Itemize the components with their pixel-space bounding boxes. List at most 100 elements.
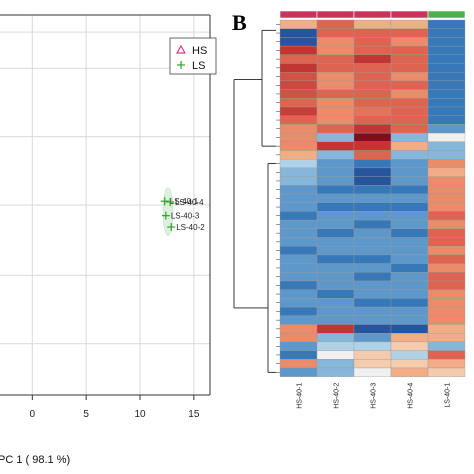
heatmap-cell: [353, 37, 392, 47]
heatmap-cell: [279, 211, 318, 221]
heatmap-cell: [427, 333, 466, 343]
heatmap-cell: [427, 124, 466, 134]
heatmap-cell: [279, 98, 318, 108]
heatmap-cell: [390, 45, 429, 55]
heatmap-cell: [316, 254, 355, 264]
heatmap-cell: [279, 115, 318, 125]
heatmap-cell: [353, 185, 392, 195]
heatmap-cell: [353, 219, 392, 229]
heatmap-cell: [427, 115, 466, 125]
heatmap-cell: [316, 176, 355, 186]
heatmap-cell: [353, 202, 392, 212]
heatmap-cell: [279, 219, 318, 229]
heatmap-cell: [316, 219, 355, 229]
heatmap-cell: [390, 228, 429, 238]
heatmap-cell: [279, 45, 318, 55]
heatmap-cell: [279, 246, 318, 256]
heatmap-cell: [427, 72, 466, 82]
heatmap-cell: [279, 324, 318, 334]
heatmap-cell: [390, 367, 429, 377]
heatmap-cell: [353, 298, 392, 308]
panel-letter-b: B: [232, 10, 247, 35]
x-tick-label: 15: [188, 409, 200, 420]
heatmap-cell: [279, 132, 318, 142]
heatmap-cell: [390, 237, 429, 247]
heatmap-cell: [353, 54, 392, 64]
legend-box: [169, 37, 217, 75]
heatmap-cell: [316, 167, 355, 177]
heatmap-cell: [316, 333, 355, 343]
heatmap-cell: [390, 63, 429, 73]
heatmap-cell: [316, 237, 355, 247]
heatmap-cell: [279, 124, 318, 134]
heatmap-cell: [316, 341, 355, 351]
heatmap-cell: [353, 176, 392, 186]
heatmap-cell: [279, 359, 318, 369]
heatmap-cell: [427, 89, 466, 99]
heatmap-cell: [427, 306, 466, 316]
heatmap-cell: [390, 219, 429, 229]
heatmap-cell: [353, 341, 392, 351]
heatmap-cell: [390, 272, 429, 282]
heatmap-cell: [427, 341, 466, 351]
heatmap-cell: [390, 315, 429, 325]
heatmap-cell: [279, 28, 318, 38]
heatmap-cell: [316, 280, 355, 290]
scatter-points: LS-40-1LS-40-4 LS-40-3 LS-40-2: [160, 197, 205, 232]
heatmap-cell: [353, 106, 392, 116]
heatmap-cell: [390, 176, 429, 186]
heatmap-cell: [316, 37, 355, 47]
legend-label: LS: [192, 60, 205, 72]
heatmap-cell: [427, 167, 466, 177]
heatmap-cell: [316, 72, 355, 82]
heatmap-cell: [427, 19, 466, 29]
heatmap-cell: [427, 150, 466, 160]
heatmap-cell: [427, 28, 466, 38]
heatmap-cell: [427, 45, 466, 55]
heatmap-cell: [316, 185, 355, 195]
heatmap-cell: [316, 89, 355, 99]
heatmap-cell: [427, 315, 466, 325]
heatmap-cell: [390, 72, 429, 82]
heatmap-cell: [316, 272, 355, 282]
heatmap-cell: [427, 263, 466, 273]
heatmap-cell: [316, 45, 355, 55]
heatmap-cell: [279, 272, 318, 282]
heatmap-cell: [390, 159, 429, 169]
heatmap-cell: [427, 280, 466, 290]
heatmap-cell: [279, 193, 318, 203]
column-label: HS-40-2: [334, 383, 341, 409]
heatmap-cell: [427, 176, 466, 186]
heatmap-cell: [279, 254, 318, 264]
heatmap-cell: [279, 289, 318, 299]
heatmap-cell: [316, 211, 355, 221]
heatmap-cell: [279, 185, 318, 195]
x-tick-label: 0: [30, 409, 36, 420]
heatmap-cell: [390, 106, 429, 116]
heatmap-cell: [353, 263, 392, 273]
heatmap-cell: [316, 150, 355, 160]
scatter-point: [161, 211, 170, 220]
heatmap-cell: [353, 45, 392, 55]
heatmap-cell: [279, 263, 318, 273]
heatmap-cell: [427, 289, 466, 299]
heatmap-cell: [279, 228, 318, 238]
point-label: LS-40-2: [176, 223, 205, 232]
heatmap-cell: [279, 63, 318, 73]
column-labels: HS-40-1 HS-40-2 HS-40-3 HS-40-4 LS-40-1: [297, 383, 452, 409]
heatmap-cell: [390, 19, 429, 29]
heatmap-cell: [427, 237, 466, 247]
heatmap-cell: [316, 350, 355, 360]
heatmap-cell: [427, 202, 466, 212]
heatmap-cell: [316, 359, 355, 369]
heatmap-cell: [390, 141, 429, 151]
heatmap-cell: [279, 350, 318, 360]
heatmap-cell: [427, 80, 466, 90]
heatmap-cell: [390, 132, 429, 142]
heatmap-cell: [390, 359, 429, 369]
heatmap-cell: [279, 141, 318, 151]
heatmap-cell: [390, 150, 429, 160]
heatmap-cell: [427, 298, 466, 308]
heatmap-cell: [316, 141, 355, 151]
heatmap-cell: [279, 19, 318, 29]
